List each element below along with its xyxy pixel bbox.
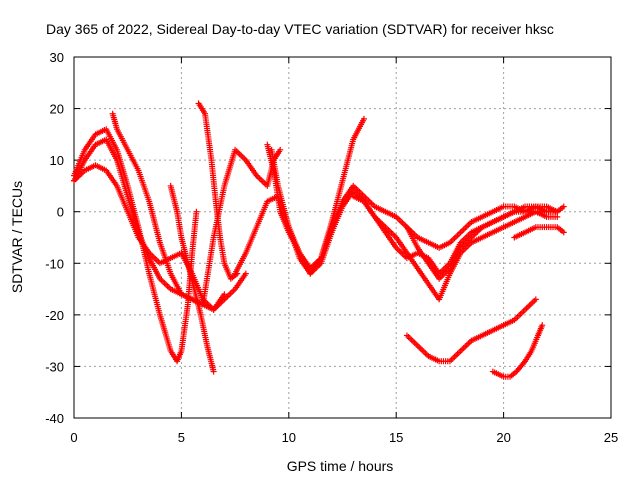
- data-point: [360, 115, 367, 122]
- chart-title: Day 365 of 2022, Sidereal Day-to-day VTE…: [46, 21, 554, 37]
- x-tick-label: 25: [604, 430, 618, 445]
- y-axis-label: SDTVAR / TECUs: [9, 181, 25, 293]
- data-point: [532, 296, 539, 303]
- y-tick-label: -40: [45, 411, 64, 426]
- y-tick-label: 10: [50, 153, 64, 168]
- series-track-6: [195, 100, 241, 282]
- series-track-4: [109, 110, 228, 313]
- data-point: [560, 203, 567, 210]
- data-point: [210, 368, 217, 375]
- series-track-12: [403, 203, 567, 282]
- series-track-13: [511, 224, 567, 241]
- x-axis-label: GPS time / hours: [287, 458, 394, 474]
- plot-frame: [73, 56, 612, 419]
- series-track-10: [268, 146, 561, 303]
- data-point: [539, 322, 546, 329]
- grid: [74, 57, 611, 418]
- data-point: [221, 291, 228, 298]
- data-series: [71, 100, 567, 380]
- x-tick-label: 5: [178, 430, 185, 445]
- x-tick-label: 15: [389, 430, 403, 445]
- data-point: [277, 146, 284, 153]
- y-tick-label: 20: [50, 102, 64, 117]
- series-track-5: [167, 182, 217, 375]
- data-point: [193, 208, 200, 215]
- data-point: [554, 213, 561, 220]
- series-track-2: [71, 136, 206, 308]
- data-point: [242, 270, 249, 277]
- axes: 0 5 10 15 20 25 30 20 10 0 -10 -20 -30 -40: [45, 50, 618, 445]
- series-track-14: [403, 296, 539, 365]
- series-track-7: [199, 146, 284, 308]
- x-tick-label: 20: [496, 430, 510, 445]
- series-track-15: [489, 322, 546, 380]
- y-tick-label: -20: [45, 308, 64, 323]
- data-point: [560, 229, 567, 236]
- x-tick-label: 0: [70, 430, 77, 445]
- y-tick-label: 30: [50, 50, 64, 65]
- y-tick-label: -10: [45, 256, 64, 271]
- x-tick-label: 10: [282, 430, 296, 445]
- y-tick-label: -30: [45, 359, 64, 374]
- y-tick-label: 0: [57, 205, 64, 220]
